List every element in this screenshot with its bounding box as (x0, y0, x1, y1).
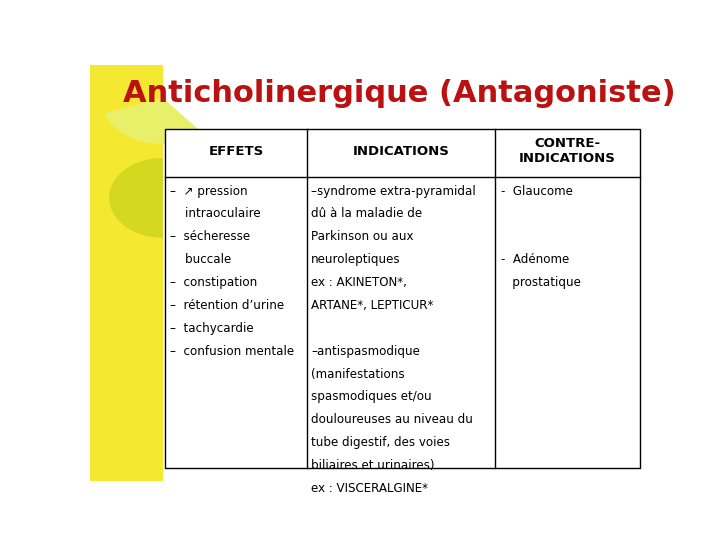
Wedge shape (105, 98, 202, 144)
Text: –  constipation: – constipation (170, 276, 257, 289)
Text: douloureuses au niveau du: douloureuses au niveau du (311, 413, 473, 426)
Text: –  ↗ pression: – ↗ pression (170, 185, 248, 198)
Text: Parkinson ou aux: Parkinson ou aux (311, 230, 413, 244)
Text: –  tachycardie: – tachycardie (170, 322, 253, 335)
Text: –antispasmodique: –antispasmodique (311, 345, 420, 357)
Text: biliaires et urinaires): biliaires et urinaires) (311, 459, 435, 472)
Text: -  Glaucome: - Glaucome (500, 185, 572, 198)
Text: ex : VISCERALGINE*: ex : VISCERALGINE* (311, 482, 428, 495)
Text: INDICATIONS: INDICATIONS (352, 145, 449, 158)
Text: ARTANE*, LEPTICUR*: ARTANE*, LEPTICUR* (311, 299, 433, 312)
Text: ex : AKINETON*,: ex : AKINETON*, (311, 276, 407, 289)
Text: –  rétention d’urine: – rétention d’urine (170, 299, 284, 312)
Text: buccale: buccale (170, 253, 231, 266)
Text: dû à la maladie de: dû à la maladie de (311, 207, 422, 220)
Text: prostatique: prostatique (500, 276, 580, 289)
Text: –  sécheresse: – sécheresse (170, 230, 250, 244)
Text: –syndrome extra-pyramidal: –syndrome extra-pyramidal (311, 185, 476, 198)
Text: Anticholinergique (Antagoniste): Anticholinergique (Antagoniste) (123, 79, 676, 109)
Text: spasmodiques et/ou: spasmodiques et/ou (311, 390, 432, 403)
Bar (90, 65, 163, 481)
Text: intraoculaire: intraoculaire (170, 207, 261, 220)
Text: tube digestif, des voies: tube digestif, des voies (311, 436, 450, 449)
Text: EFFETS: EFFETS (208, 145, 264, 158)
Text: neuroleptiques: neuroleptiques (311, 253, 401, 266)
Bar (166, 129, 639, 468)
Text: -  Adénome: - Adénome (500, 253, 569, 266)
Text: –  confusion mentale: – confusion mentale (170, 345, 294, 357)
Text: (manifestations: (manifestations (311, 368, 405, 381)
Wedge shape (109, 158, 163, 238)
Text: CONTRE-
INDICATIONS: CONTRE- INDICATIONS (519, 137, 616, 165)
